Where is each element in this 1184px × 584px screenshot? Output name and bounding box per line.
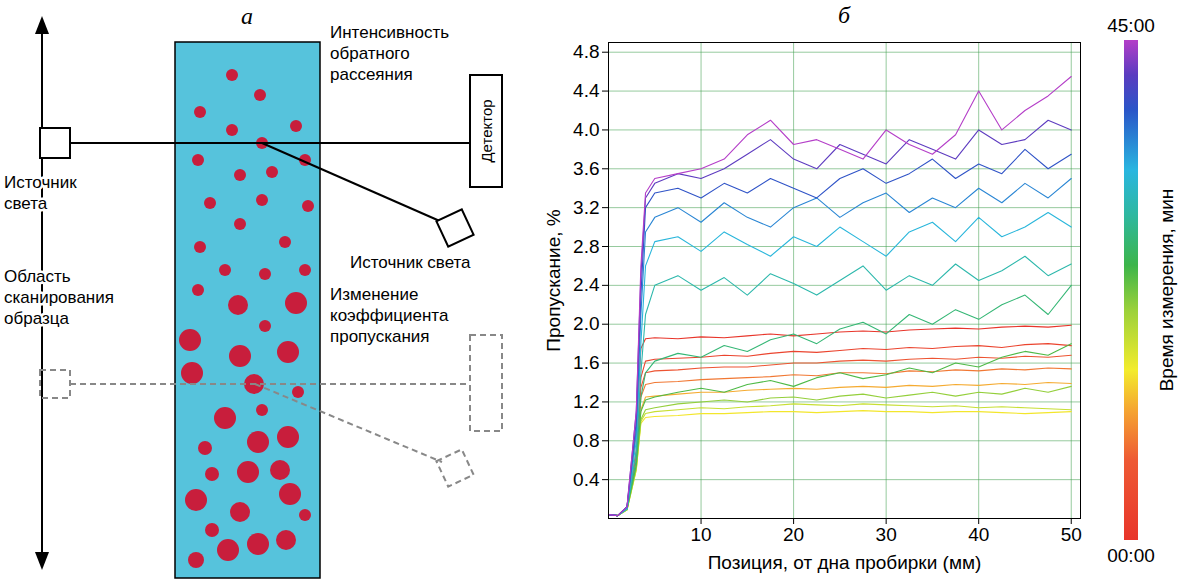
svg-text:Область: Область — [4, 267, 71, 286]
svg-text:45:00: 45:00 — [1107, 15, 1155, 36]
svg-text:Время измерения, мин: Время измерения, мин — [1156, 189, 1177, 392]
svg-text:Позиция, от дна пробирки (мм): Позиция, от дна пробирки (мм) — [708, 552, 982, 573]
svg-text:20: 20 — [783, 524, 804, 545]
svg-text:4.8: 4.8 — [573, 41, 599, 62]
svg-text:обратного: обратного — [330, 44, 410, 63]
svg-text:образца: образца — [4, 309, 69, 328]
svg-text:4.4: 4.4 — [573, 80, 600, 101]
svg-text:Источник света: Источник света — [350, 253, 471, 272]
svg-text:1.2: 1.2 — [573, 391, 599, 412]
svg-text:2.4: 2.4 — [573, 274, 600, 295]
svg-text:коэффициента: коэффициента — [330, 306, 449, 325]
svg-text:рассеяния: рассеяния — [330, 65, 413, 84]
svg-text:0.4: 0.4 — [573, 469, 600, 490]
svg-text:50: 50 — [1061, 524, 1082, 545]
html-text:б: б — [838, 2, 851, 28]
svg-text:40: 40 — [968, 524, 989, 545]
svg-text:4.0: 4.0 — [573, 119, 599, 140]
svg-text:3.2: 3.2 — [573, 197, 599, 218]
svg-text:Детектор: Детектор — [478, 99, 495, 162]
svg-text:2.8: 2.8 — [573, 236, 599, 257]
svg-text:а: а — [241, 3, 253, 29]
svg-text:Пропускание, %: Пропускание, % — [543, 209, 564, 351]
svg-text:10: 10 — [690, 524, 711, 545]
svg-text:00:00: 00:00 — [1107, 545, 1155, 566]
svg-text:0.8: 0.8 — [573, 430, 599, 451]
svg-text:Источник: Источник — [4, 173, 77, 192]
svg-text:3.6: 3.6 — [573, 158, 599, 179]
svg-text:30: 30 — [876, 524, 897, 545]
svg-text:1.6: 1.6 — [573, 352, 599, 373]
svg-text:Интенсивность: Интенсивность — [330, 23, 449, 42]
svg-text:пропускания: пропускания — [330, 327, 430, 346]
svg-text:2.0: 2.0 — [573, 313, 599, 334]
svg-text:Изменение: Изменение — [330, 285, 418, 304]
svg-text:света: света — [4, 194, 48, 213]
svg-text:сканирования: сканирования — [4, 288, 114, 307]
